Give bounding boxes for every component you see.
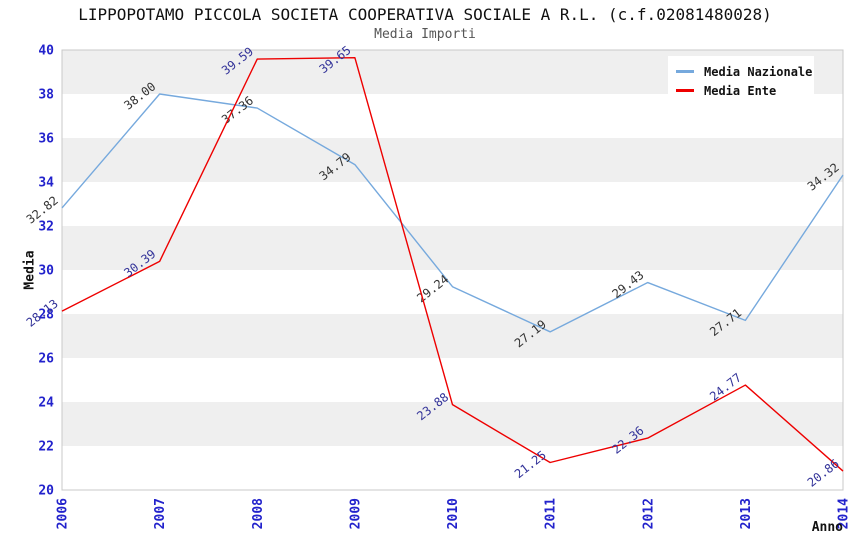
- x-tick-label: 2006: [56, 498, 71, 529]
- series-line-1: [61, 57, 844, 472]
- y-tick-label: 22: [38, 440, 54, 455]
- plot-border: [61, 49, 844, 491]
- legend-item-media-nazionale: Media Nazionale: [676, 62, 812, 81]
- x-tick-label: 2011: [544, 498, 559, 529]
- chart-subtitle: Media Importi: [374, 27, 476, 42]
- y-tick-label: 38: [38, 88, 54, 103]
- grid-band: [62, 358, 843, 402]
- grid-band: [62, 314, 843, 358]
- legend-label-nazionale: Media Nazionale: [704, 64, 813, 79]
- y-tick-label: 34: [38, 176, 54, 191]
- grid-band: [62, 270, 843, 314]
- y-tick-label: 40: [38, 44, 54, 59]
- x-axis-title: Anno: [811, 520, 843, 535]
- x-tick-label: 2013: [739, 498, 754, 529]
- legend-label-ente: Media Ente: [704, 83, 777, 98]
- legend-swatch-nazionale: [676, 70, 694, 73]
- legend: Media Nazionale Media Ente: [668, 56, 814, 106]
- x-tick-label: 2008: [251, 498, 266, 529]
- grid-band: [62, 446, 843, 490]
- y-tick-label: 24: [38, 396, 54, 411]
- y-tick-label: 26: [38, 352, 54, 367]
- y-tick-label: 20: [38, 484, 54, 499]
- x-tick-label: 2010: [446, 498, 461, 529]
- y-tick-label: 30: [38, 264, 54, 279]
- y-tick-label: 32: [38, 220, 54, 235]
- x-tick-label: 2007: [153, 498, 168, 529]
- x-tick-label: 2009: [348, 498, 363, 529]
- grid-band: [62, 182, 843, 226]
- y-tick-label: 28: [38, 308, 54, 323]
- grid-band: [62, 226, 843, 270]
- chart-title: LIPPOPOTAMO PICCOLA SOCIETA COOPERATIVA …: [78, 5, 772, 24]
- y-tick-label: 36: [38, 132, 54, 147]
- x-tick-label: 2014: [837, 498, 850, 529]
- grid-band: [62, 402, 843, 446]
- grid-band: [62, 138, 843, 182]
- data-label: 28.13: [24, 296, 61, 329]
- legend-item-media-ente: Media Ente: [676, 81, 806, 100]
- legend-swatch-ente: [676, 89, 694, 92]
- series-line-0: [61, 93, 844, 333]
- x-tick-label: 2012: [641, 498, 656, 529]
- y-axis-title: Media: [22, 250, 38, 290]
